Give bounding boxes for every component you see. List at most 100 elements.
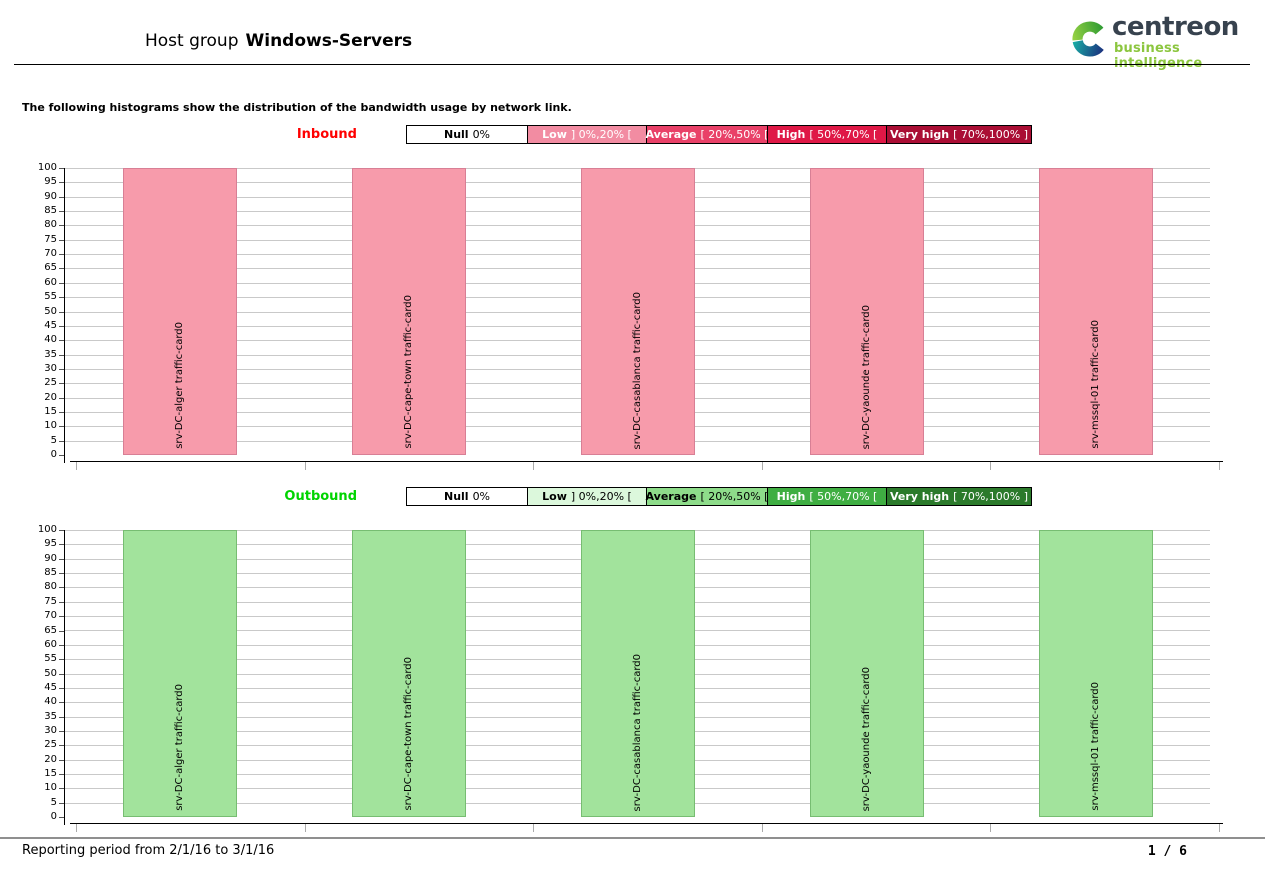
legend-item-range: [ 20%,50% [ xyxy=(700,490,769,503)
y-axis-tick xyxy=(59,196,64,198)
legend-item-range: [ 50%,70% [ xyxy=(809,490,878,503)
bar: srv-DC-alger traffic-card0 xyxy=(122,168,237,455)
y-axis-label: 80 xyxy=(44,219,57,231)
outbound-legend-item-average: Average[ 20%,50% [ xyxy=(646,487,768,506)
legend-item-name: Low xyxy=(542,128,567,141)
y-axis-tick xyxy=(59,182,64,184)
y-axis-label: 50 xyxy=(44,667,57,679)
y-axis-label: 60 xyxy=(44,638,57,650)
y-axis-tick xyxy=(59,354,64,356)
x-axis-tick xyxy=(533,462,535,470)
y-axis-label: 0 xyxy=(50,811,57,822)
legend-item-name: Average xyxy=(645,490,697,503)
bar-label: srv-DC-casablanca traffic-card0 xyxy=(631,291,643,449)
y-axis-tick xyxy=(59,225,64,227)
legend-item-name: Null xyxy=(443,128,469,141)
outbound-legend-item-null: Null 0% xyxy=(406,487,528,506)
legend-item-name: High xyxy=(776,490,806,503)
y-axis-tick xyxy=(59,440,64,442)
y-axis-tick xyxy=(59,325,64,327)
title-host-group-name: Windows-Servers xyxy=(245,31,413,51)
y-axis-tick xyxy=(59,368,64,370)
y-axis-label: 10 xyxy=(44,420,57,432)
inbound-legend: Null 0% Low] 0%,20% [Average[ 20%,50% [Hig… xyxy=(406,125,1032,144)
inbound-legend-item-low: Low] 0%,20% [ xyxy=(527,125,647,144)
y-axis-label: 20 xyxy=(44,391,57,403)
y-axis-tick xyxy=(59,211,64,213)
logo-tagline: business intelligence xyxy=(1114,41,1203,71)
legend-item-name: High xyxy=(776,128,806,141)
y-axis-tick xyxy=(59,644,64,646)
y-axis-label: 100 xyxy=(37,162,57,173)
y-axis-label: 15 xyxy=(44,405,57,417)
inbound-legend-item-average: Average[ 20%,50% [ xyxy=(646,125,768,144)
y-axis-tick xyxy=(59,817,64,818)
y-axis-tick xyxy=(59,616,64,618)
inbound-label: Inbound xyxy=(296,127,357,142)
legend-item-name: Very high xyxy=(889,490,950,503)
x-axis-tick xyxy=(76,824,77,832)
centreon-logo-icon xyxy=(1072,21,1104,57)
y-axis-label: 20 xyxy=(44,753,57,765)
legend-item-range: [ 70%,100% ] xyxy=(953,490,1029,503)
y-axis-tick xyxy=(59,530,64,531)
bar: srv-DC-yaounde traffic-card0 xyxy=(809,168,924,455)
x-axis-tick xyxy=(761,824,763,832)
y-axis-tick xyxy=(59,601,64,603)
y-axis-label: 100 xyxy=(37,524,57,535)
y-axis-tick xyxy=(59,426,64,428)
bar-label: srv-mssql-01 traffic-card0 xyxy=(1089,320,1101,449)
legend-item-range: 0% xyxy=(472,490,491,503)
page-number: 1 / 6 xyxy=(1147,844,1187,859)
bar-label: srv-DC-yaounde traffic-card0 xyxy=(860,304,872,449)
y-axis-label: 10 xyxy=(44,782,57,794)
page-title: Host group Windows-Servers xyxy=(145,31,412,51)
y-axis-label: 90 xyxy=(44,552,57,564)
x-axis-tick xyxy=(533,824,535,832)
y-axis-tick xyxy=(59,673,64,675)
outbound-legend-item-very-high: Very high[ 70%,100% ] xyxy=(886,487,1032,506)
bar-label: srv-DC-alger traffic-card0 xyxy=(173,322,185,449)
reporting-period: Reporting period from 2/1/16 to 3/1/16 xyxy=(22,843,275,858)
legend-item-range: [ 50%,70% [ xyxy=(809,128,878,141)
y-axis-tick xyxy=(59,282,64,284)
legend-item-range: [ 20%,50% [ xyxy=(700,128,769,141)
y-axis-tick xyxy=(59,630,64,632)
bar: srv-DC-casablanca traffic-card0 xyxy=(580,530,695,817)
inbound-plot: srv-DC-alger traffic-card0 srv-DC-cape-to… xyxy=(65,168,1210,455)
x-axis-tick xyxy=(1219,462,1220,470)
y-axis-tick xyxy=(59,311,64,313)
y-axis-label: 65 xyxy=(44,262,57,274)
outbound-legend-item-low: Low] 0%,20% [ xyxy=(527,487,647,506)
y-axis-tick xyxy=(59,254,64,256)
inbound-legend-item-high: High[ 50%,70% [ xyxy=(767,125,887,144)
legend-item-name: Very high xyxy=(889,128,950,141)
header-divider xyxy=(14,64,1250,65)
outbound-label: Outbound xyxy=(284,489,357,504)
legend-item-name: Average xyxy=(645,128,697,141)
y-axis-label: 35 xyxy=(44,710,57,722)
y-axis-label: 40 xyxy=(44,696,57,708)
y-axis-line xyxy=(64,168,65,463)
bar: srv-DC-cape-town traffic-card0 xyxy=(351,168,466,455)
y-axis-label: 55 xyxy=(44,653,57,665)
y-axis-tick xyxy=(59,759,64,761)
bar: srv-DC-cape-town traffic-card0 xyxy=(351,530,466,817)
y-axis-label: 15 xyxy=(44,768,57,779)
x-axis-tick xyxy=(304,462,306,470)
y-axis-tick xyxy=(59,544,64,546)
x-axis-tick xyxy=(304,824,306,832)
bar: srv-mssql-01 traffic-card0 xyxy=(1038,168,1153,455)
y-axis-label: 45 xyxy=(44,319,57,331)
y-axis-label: 95 xyxy=(44,176,57,188)
intro-text: The following histograms show the distri… xyxy=(22,101,572,114)
y-axis-label: 30 xyxy=(44,362,57,374)
y-axis-tick xyxy=(59,687,64,689)
y-axis-tick xyxy=(59,802,64,804)
y-axis-label: 60 xyxy=(44,276,57,288)
inbound-legend-item-very-high: Very high[ 70%,100% ] xyxy=(886,125,1032,144)
x-axis-line xyxy=(70,823,1223,824)
y-axis-tick xyxy=(59,340,64,342)
bar: srv-DC-casablanca traffic-card0 xyxy=(580,168,695,455)
